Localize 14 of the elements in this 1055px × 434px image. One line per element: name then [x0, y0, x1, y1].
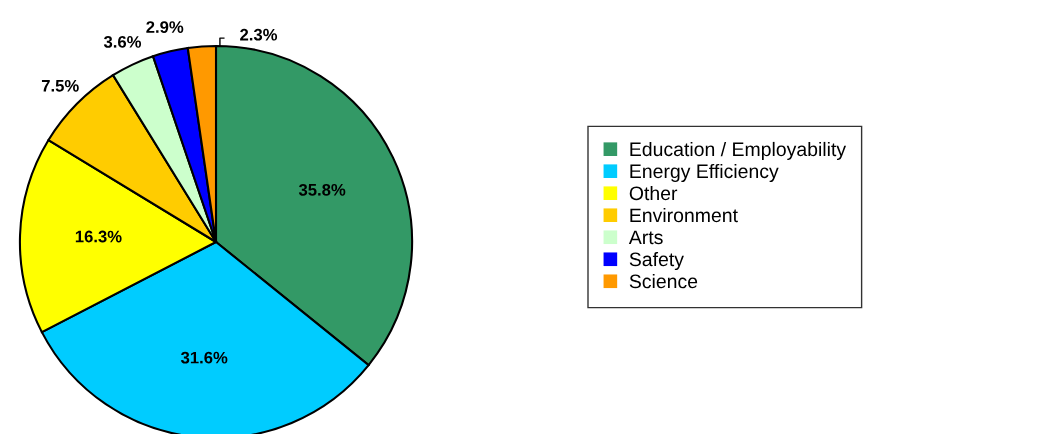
legend-label: Other [629, 185, 678, 201]
legend-label: Safety [629, 251, 684, 271]
data-label: 2.3% [240, 28, 278, 41]
data-label: 7.5% [41, 79, 79, 92]
data-label: 35.8% [298, 183, 346, 196]
data-label: 16.3% [75, 230, 122, 243]
data-label: 3.6% [103, 35, 142, 48]
legend-label: Science [629, 273, 698, 289]
legend-label: Arts [628, 230, 663, 245]
legend-label: Education / Employability [630, 141, 847, 161]
data-label: 31.6% [180, 351, 228, 364]
legend-label: Environment [630, 207, 738, 223]
legend-label: Energy Efficiency [630, 163, 779, 183]
data-label: 2.9% [146, 21, 184, 33]
